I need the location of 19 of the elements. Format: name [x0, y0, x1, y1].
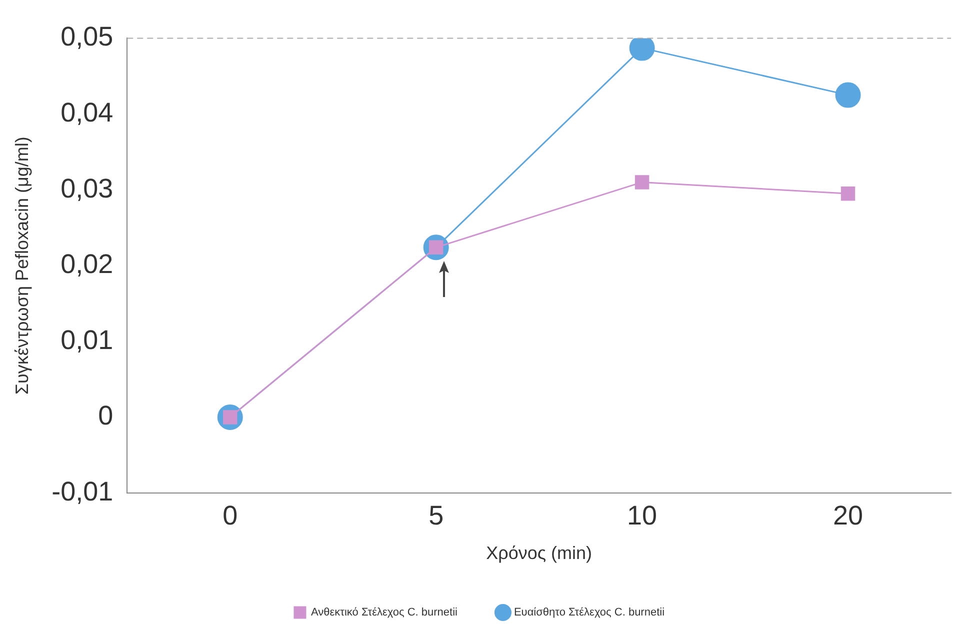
y-tick-label: 0,03: [60, 173, 114, 204]
point: [840, 186, 856, 201]
y-tick-label: 0,02: [60, 249, 114, 280]
y-tick-label: 0: [98, 400, 114, 431]
point: [835, 82, 861, 108]
y-tick-label: -0,01: [52, 476, 114, 506]
point: [634, 175, 650, 190]
x-tick-label: 20: [832, 500, 864, 531]
legend-label: Ανθεκτικό Στέλεχος C. burnetii: [310, 606, 458, 619]
x-tick-label: 0: [222, 500, 238, 531]
y-axis-title: Συγκέντρωση Pefloxacin (μg/ml): [12, 136, 32, 395]
legend-label: Ευαίσθητο Στέλεχος C. burnetii: [514, 606, 665, 619]
x-tick-label: 5: [428, 500, 444, 531]
x-axis-title: Χρόνος (min): [486, 543, 592, 564]
point: [629, 38, 655, 61]
y-tick-label: 0,01: [60, 324, 114, 355]
y-tick-label: 0,04: [60, 97, 114, 128]
y-tick-label: 0,05: [60, 22, 114, 52]
x-tick-label: 10: [627, 500, 658, 531]
